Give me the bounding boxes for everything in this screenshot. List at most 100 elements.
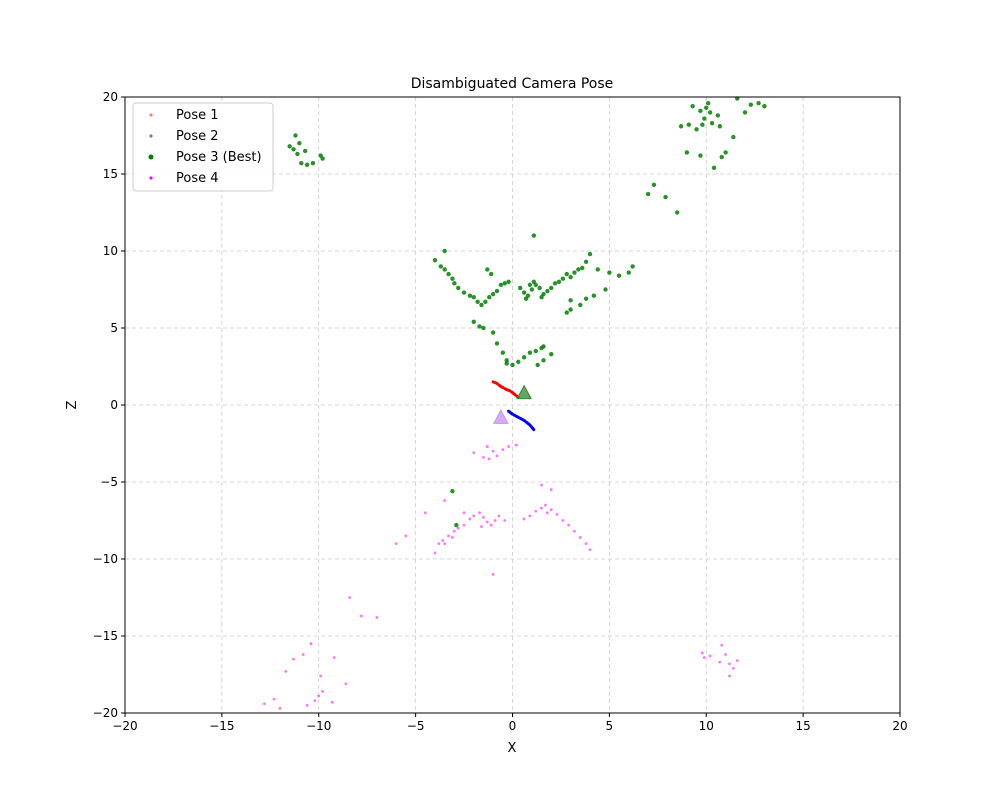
data-point: [674, 210, 680, 215]
data-point: [549, 508, 553, 512]
data-point: [564, 310, 569, 315]
data-point: [720, 643, 724, 647]
data-point: [690, 104, 695, 109]
data-point: [731, 666, 735, 670]
data-point: [535, 362, 540, 368]
data-point: [728, 662, 731, 666]
data-point: [506, 279, 511, 284]
data-point: [437, 542, 441, 545]
data-point: [762, 104, 767, 109]
data-point: [541, 358, 546, 363]
data-point: [700, 122, 705, 127]
data-point: [432, 258, 438, 263]
x-tick-label: −20: [112, 719, 137, 733]
x-tick-label: 20: [892, 719, 907, 733]
data-point: [700, 651, 704, 655]
data-point: [516, 359, 521, 365]
data-point: [591, 293, 597, 298]
data-point: [490, 291, 496, 297]
y-tick-label: 20: [103, 90, 118, 104]
data-point: [263, 702, 266, 706]
y-tick-label: 10: [103, 244, 118, 258]
data-point: [540, 506, 543, 510]
data-point: [317, 694, 321, 698]
data-point: [462, 511, 466, 515]
data-point: [528, 514, 532, 518]
x-tick-label: 0: [509, 719, 517, 733]
data-point: [478, 511, 481, 515]
x-tick-label: 5: [606, 719, 614, 733]
data-point: [568, 307, 573, 312]
data-point: [527, 350, 533, 355]
x-tick-label: −15: [209, 719, 234, 733]
data-point: [472, 451, 476, 455]
y-tick-label: 0: [110, 398, 118, 412]
data-point: [556, 279, 562, 284]
data-point: [503, 519, 507, 522]
data-point: [567, 523, 571, 527]
data-point: [728, 674, 731, 678]
data-point: [487, 295, 492, 300]
data-point: [359, 614, 363, 618]
data-point: [702, 116, 707, 121]
data-point: [504, 361, 509, 366]
data-point: [443, 542, 447, 545]
data-point: [583, 296, 589, 301]
x-tick-label: −10: [306, 719, 331, 733]
y-tick-label: −10: [93, 552, 118, 566]
data-point: [564, 271, 569, 277]
data-point: [438, 264, 444, 269]
x-axis-label: X: [508, 741, 517, 756]
data-point: [477, 324, 482, 329]
data-point: [456, 526, 460, 530]
data-point: [698, 153, 703, 158]
data-point: [504, 358, 509, 363]
data-point: [539, 295, 544, 300]
data-point: [584, 542, 588, 545]
x-tick-label: −5: [407, 719, 425, 733]
data-point: [709, 120, 715, 126]
data-point: [507, 445, 511, 448]
data-point: [514, 443, 518, 447]
data-point: [711, 165, 717, 171]
y-tick-label: −5: [100, 475, 118, 489]
data-point: [630, 264, 635, 269]
data-point: [580, 265, 585, 271]
data-point: [452, 281, 457, 286]
legend-label: Pose 3 (Best): [176, 150, 262, 165]
data-point: [284, 670, 288, 673]
data-point: [501, 448, 505, 452]
data-point: [452, 529, 456, 533]
data-point: [330, 700, 334, 704]
data-point: [678, 124, 684, 129]
data-point: [756, 100, 761, 106]
y-tick-label: −15: [93, 629, 118, 643]
legend-label: Pose 2: [176, 129, 219, 144]
data-point: [568, 298, 573, 303]
data-point: [527, 282, 533, 288]
data-point: [588, 548, 592, 552]
data-point: [301, 653, 305, 656]
data-point: [531, 279, 537, 284]
x-tick-label: 15: [795, 719, 810, 733]
legend-marker: [149, 113, 153, 117]
data-point: [454, 522, 459, 528]
data-point: [595, 267, 600, 272]
data-point: [502, 281, 507, 286]
data-point: [483, 299, 488, 305]
pose4-camera-marker: [493, 409, 509, 424]
data-point: [578, 536, 582, 539]
data-point: [534, 509, 538, 513]
data-point: [510, 362, 515, 368]
data-point: [480, 525, 483, 529]
ticks: −20 −15 −10 −5 0 5 10 15 20 −20 −15 −10 −5 0 5 10 15 20: [93, 90, 908, 733]
data-point: [707, 110, 713, 115]
data-point: [521, 355, 527, 360]
data-point: [404, 534, 408, 538]
data-point: [485, 520, 489, 524]
data-point: [549, 351, 554, 357]
data-point: [287, 144, 292, 149]
x-tick-label: 10: [699, 719, 714, 733]
data-point: [718, 660, 722, 664]
